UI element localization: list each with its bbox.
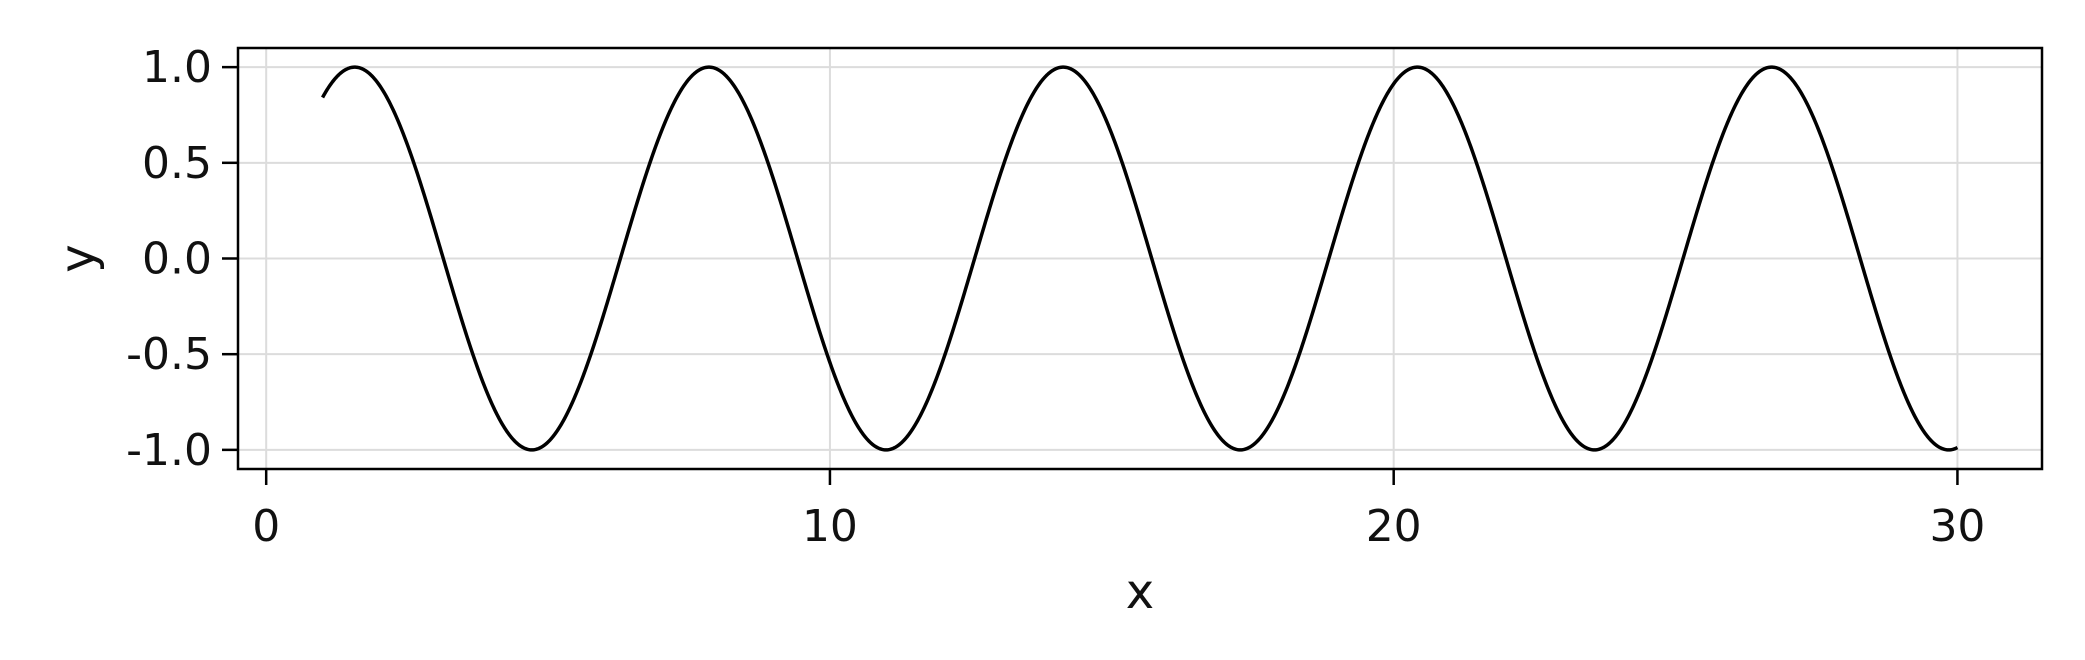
x-axis: 0 10 20 30 — [252, 469, 1985, 552]
y-axis: -1.0 -0.5 0.0 0.5 1.0 — [126, 42, 238, 476]
x-tick-label: 0 — [252, 501, 280, 552]
grid — [238, 48, 2042, 469]
y-tick-label: 0.5 — [142, 138, 212, 189]
y-axis-label: y — [50, 244, 106, 272]
y-tick-label: 1.0 — [142, 42, 212, 93]
x-tick-label: 30 — [1929, 501, 1985, 552]
y-tick-label: -0.5 — [126, 329, 212, 380]
series-layer — [321, 65, 1959, 452]
x-tick-label: 10 — [802, 501, 858, 552]
series-line — [321, 65, 1959, 452]
x-axis-label: x — [1126, 564, 1154, 620]
y-tick-label: 0.0 — [142, 234, 212, 285]
x-tick-label: 20 — [1366, 501, 1422, 552]
y-tick-label: -1.0 — [126, 425, 212, 476]
